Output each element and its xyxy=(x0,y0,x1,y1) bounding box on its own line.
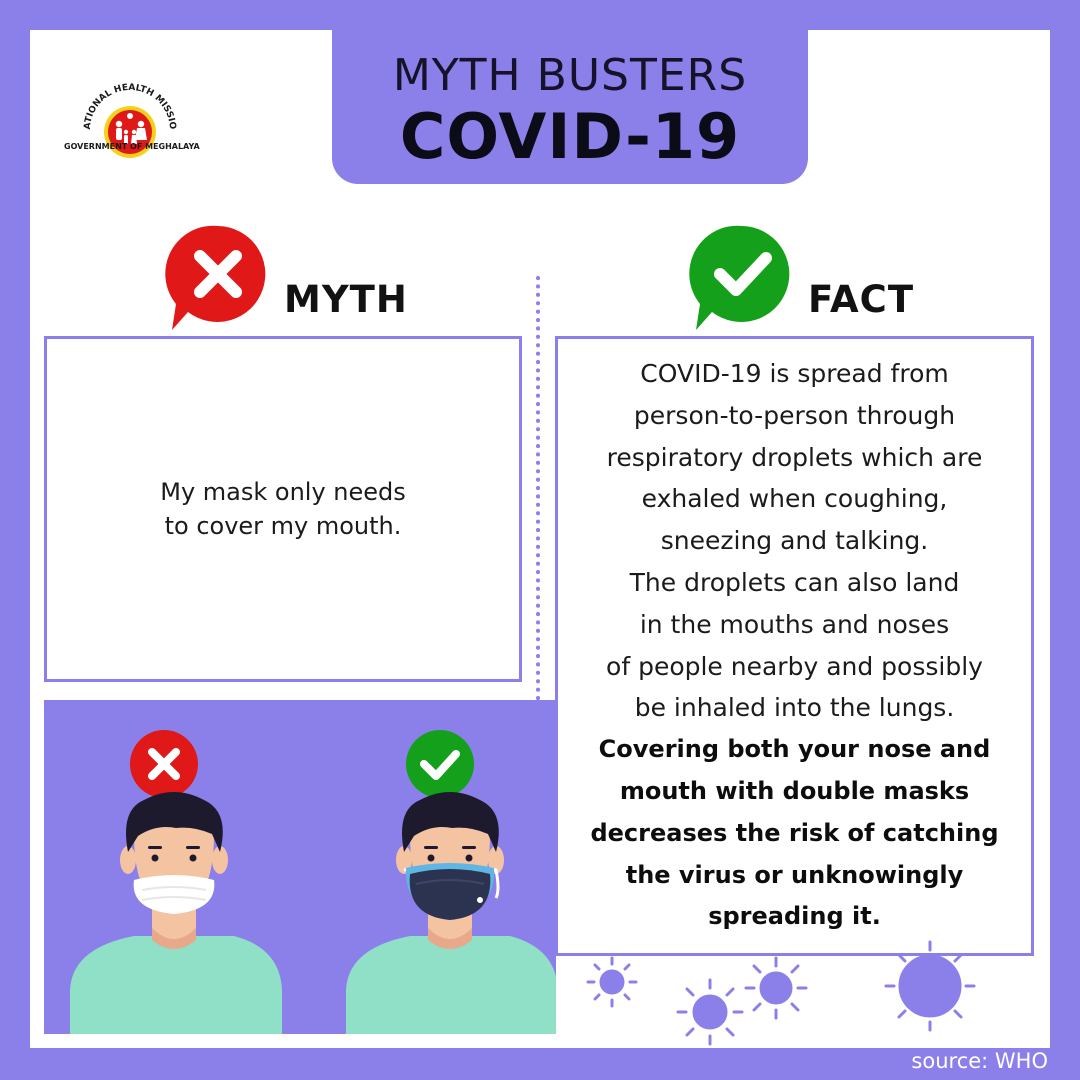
logo-caption: GOVERNMENT OF MEGHALAYA xyxy=(64,142,200,151)
national-health-mission-logo: NATIONAL HEALTH MISSION xyxy=(66,74,177,158)
myth-cross-icon xyxy=(165,225,266,330)
wrong-cross-icon xyxy=(130,730,198,798)
virus-icon xyxy=(676,978,744,1046)
virus-decoration xyxy=(586,940,976,1046)
myth-statement: My mask only needs to cover my mouth. xyxy=(160,475,406,543)
fact-line: of people nearby and possibly xyxy=(606,651,983,681)
fact-recommendation: Covering both your nose and mouth with d… xyxy=(558,729,1031,938)
myth-label: MYTH xyxy=(284,278,408,321)
fact-label: FACT xyxy=(808,278,915,321)
fact-box: COVID-19 is spread from person-to-person… xyxy=(555,336,1034,956)
fact-bold-line: spreading it. xyxy=(708,902,881,931)
fact-line: COVID-19 is spread from xyxy=(640,359,949,388)
right-check-icon xyxy=(406,730,474,798)
fact-line: sneezing and talking. xyxy=(660,526,929,556)
man-double-mask-figure xyxy=(346,792,556,1034)
virus-icon xyxy=(884,940,976,1032)
mask-illustration xyxy=(44,700,556,1034)
myth-text-line: to cover my mouth. xyxy=(164,512,402,540)
fact-line: be inhaled into the lungs. xyxy=(634,693,955,723)
header-subtitle: MYTH BUSTERS xyxy=(392,50,748,101)
fact-bold-line: the virus or unknowingly xyxy=(625,860,964,889)
family-icon xyxy=(115,113,147,144)
fact-line: respiratory droplets which are xyxy=(606,442,983,472)
myth-text-line: My mask only needs xyxy=(160,478,406,506)
source-credit: source: WHO xyxy=(911,1049,1048,1073)
fact-check-icon xyxy=(689,225,790,330)
fact-line: exhaled when coughing, xyxy=(641,484,948,514)
dotted-divider xyxy=(536,276,540,706)
fact-line: The droplets can also land xyxy=(629,567,960,597)
page-title: COVID-19 xyxy=(399,100,741,173)
myth-box: My mask only needs to cover my mouth. xyxy=(44,336,522,682)
fact-bold-line: decreases the risk of catching xyxy=(590,818,999,847)
virus-icon xyxy=(744,956,808,1020)
fact-line: person-to-person through xyxy=(633,400,956,430)
man-mask-mouth-only-figure xyxy=(70,792,282,1034)
fact-explanation: COVID-19 is spread from person-to-person… xyxy=(558,353,1031,729)
fact-bold-line: mouth with double masks xyxy=(619,776,970,805)
header-banner: MYTH BUSTERS COVID-19 xyxy=(332,30,808,184)
virus-icon xyxy=(586,956,638,1008)
fact-line: in the mouths and noses xyxy=(639,609,950,639)
fact-bold-line: Covering both your nose and xyxy=(598,735,991,764)
